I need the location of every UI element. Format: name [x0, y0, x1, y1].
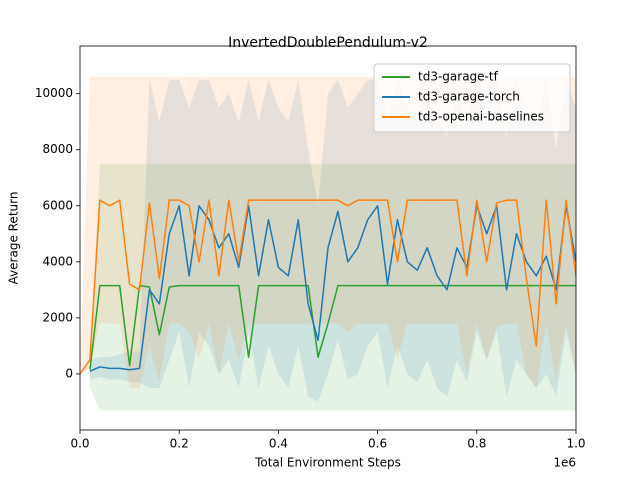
y-tick-label: 6000 — [42, 198, 73, 212]
plot-frame — [79, 45, 577, 431]
x-tick-label: 0.6 — [368, 437, 387, 451]
y-tick-label: 10000 — [35, 86, 73, 100]
x-tick-label: 0.2 — [170, 437, 189, 451]
y-axis-label: Average Return — [7, 192, 21, 285]
legend-box — [373, 63, 571, 133]
x-axis-label: Total Environment Steps — [254, 456, 401, 470]
y-tick-label: 8000 — [42, 142, 73, 156]
legend-label: td3-openai-baselines — [418, 110, 544, 124]
y-tick-label: 4000 — [42, 254, 73, 268]
legend: td3-garage-tf td3-garage-torch td3-openai-… — [373, 63, 571, 133]
chart-title: InvertedDoublePendulum-v2 — [228, 35, 428, 51]
axes: 0.0 0.2 0.4 0.6 0.8 1.0 0 2000 4000 6000 8000 10000 — [35, 86, 586, 450]
bands — [80, 76, 576, 411]
x-offset-label: 1e6 — [553, 456, 576, 470]
error-band — [80, 76, 576, 388]
series-line — [89, 284, 576, 370]
x-tick-label: 0.0 — [70, 437, 89, 451]
lines — [80, 199, 576, 375]
legend-label: td3-garage-tf — [418, 70, 499, 84]
x-tick-label: 0.8 — [467, 437, 486, 451]
y-tick-label: 2000 — [42, 310, 73, 324]
legend-label: td3-garage-torch — [418, 90, 520, 104]
x-tick-label: 1.0 — [566, 437, 585, 451]
x-tick-label: 0.4 — [269, 437, 288, 451]
series-line — [80, 199, 576, 375]
y-tick-label: 0 — [65, 366, 73, 380]
error-band — [89, 79, 576, 402]
